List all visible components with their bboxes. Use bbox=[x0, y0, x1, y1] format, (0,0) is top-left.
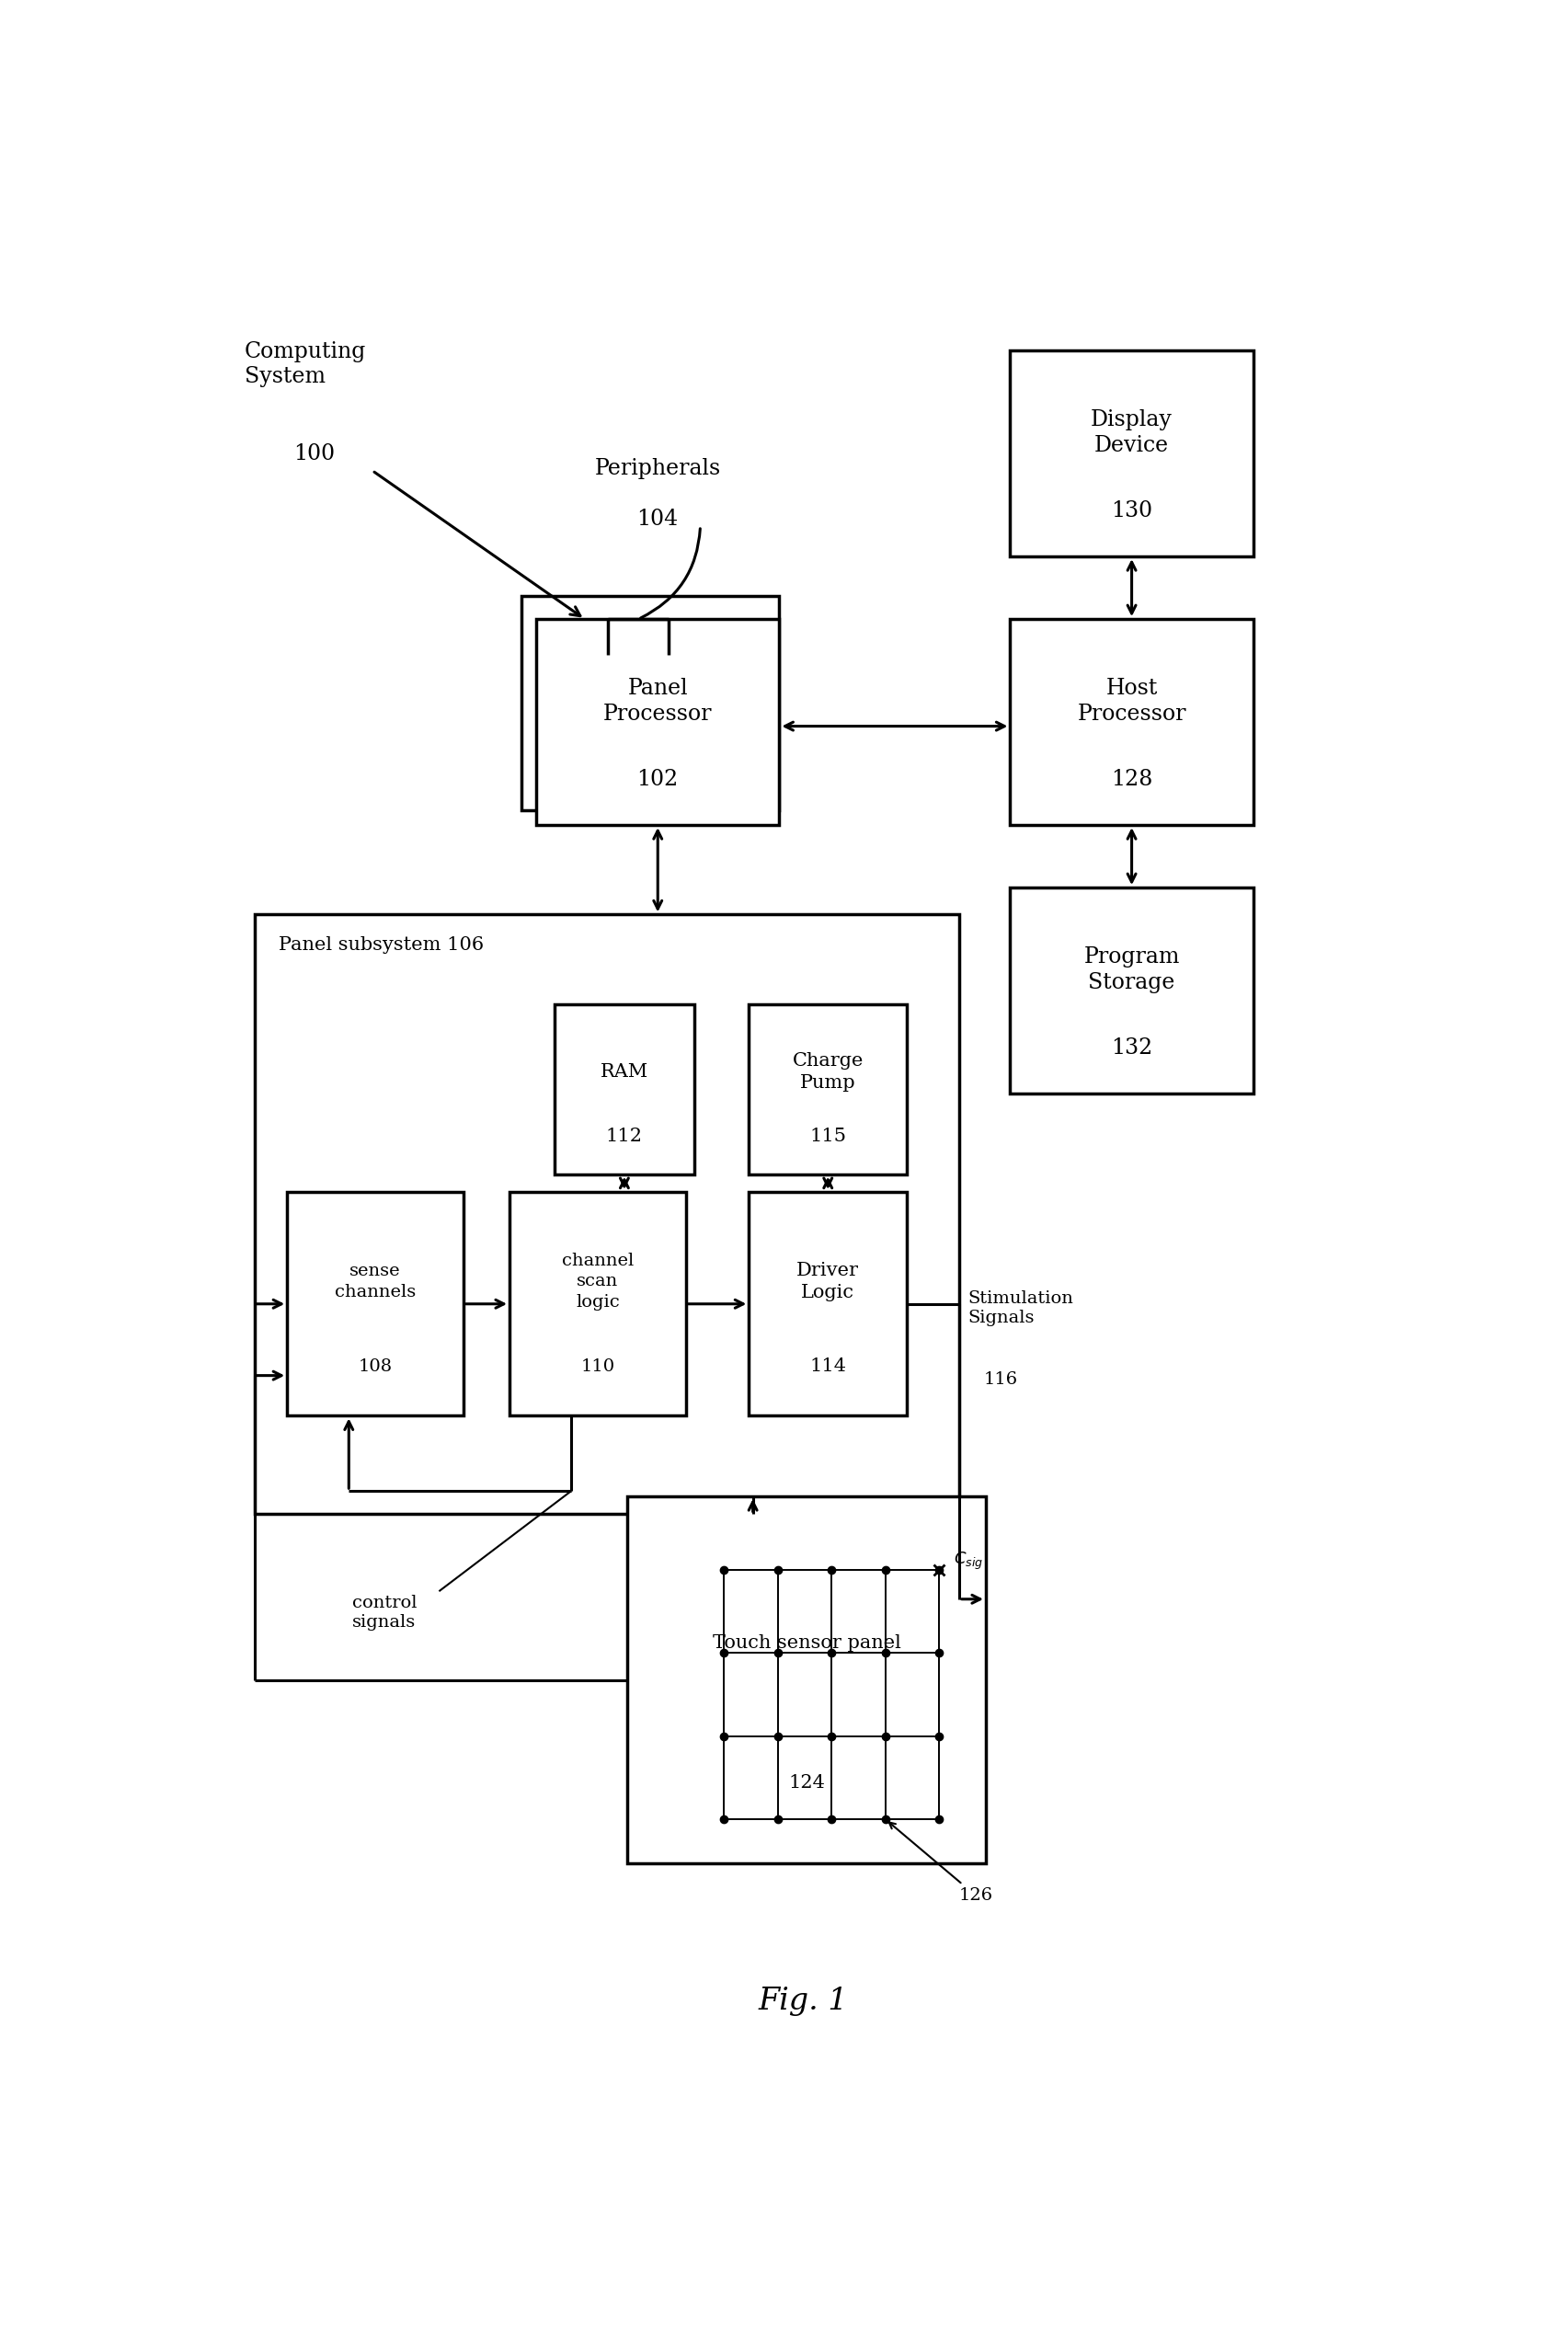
Bar bbox=[1010, 351, 1253, 556]
Text: Program
Storage: Program Storage bbox=[1083, 946, 1179, 993]
Text: 132: 132 bbox=[1110, 1037, 1152, 1058]
Text: 115: 115 bbox=[809, 1128, 847, 1146]
Text: 130: 130 bbox=[1112, 500, 1152, 521]
Bar bbox=[254, 914, 960, 1514]
Text: 100: 100 bbox=[293, 444, 334, 465]
Text: Host
Processor: Host Processor bbox=[1077, 679, 1187, 725]
Text: $C_{sig}$: $C_{sig}$ bbox=[953, 1551, 983, 1572]
Text: 126: 126 bbox=[889, 1823, 993, 1904]
Text: 128: 128 bbox=[1110, 770, 1152, 790]
Text: Charge
Pump: Charge Pump bbox=[792, 1053, 864, 1093]
Bar bbox=[1010, 618, 1253, 825]
Bar bbox=[1010, 888, 1253, 1093]
Text: Fig. 1: Fig. 1 bbox=[759, 1986, 848, 2016]
Text: 112: 112 bbox=[605, 1128, 643, 1146]
Text: Panel subsystem 106: Panel subsystem 106 bbox=[279, 937, 485, 953]
Text: 102: 102 bbox=[637, 770, 679, 790]
Bar bbox=[522, 595, 779, 811]
Text: Driver
Logic: Driver Logic bbox=[797, 1262, 859, 1302]
Text: Touch sensor panel: Touch sensor panel bbox=[712, 1634, 902, 1651]
Bar bbox=[627, 1497, 986, 1862]
Bar bbox=[750, 1004, 906, 1174]
Text: Stimulation
Signals: Stimulation Signals bbox=[967, 1290, 1074, 1325]
Bar bbox=[510, 1193, 685, 1416]
Text: Panel
Processor: Panel Processor bbox=[604, 679, 712, 725]
Text: Computing
System: Computing System bbox=[245, 342, 367, 388]
Text: Peripherals: Peripherals bbox=[594, 458, 721, 479]
Text: 114: 114 bbox=[809, 1358, 847, 1376]
Text: sense
channels: sense channels bbox=[334, 1262, 416, 1300]
Text: control
signals: control signals bbox=[351, 1595, 417, 1630]
Bar bbox=[287, 1193, 464, 1416]
Text: 104: 104 bbox=[637, 509, 679, 530]
Text: Display
Device: Display Device bbox=[1091, 409, 1173, 456]
Bar bbox=[536, 618, 779, 825]
Text: RAM: RAM bbox=[601, 1063, 648, 1081]
Bar bbox=[750, 1193, 906, 1416]
Text: 116: 116 bbox=[983, 1372, 1018, 1388]
Text: 108: 108 bbox=[358, 1358, 392, 1374]
Text: 124: 124 bbox=[789, 1774, 825, 1790]
Bar bbox=[555, 1004, 695, 1174]
Text: 110: 110 bbox=[580, 1358, 615, 1374]
Text: channel
scan
logic: channel scan logic bbox=[561, 1253, 633, 1311]
